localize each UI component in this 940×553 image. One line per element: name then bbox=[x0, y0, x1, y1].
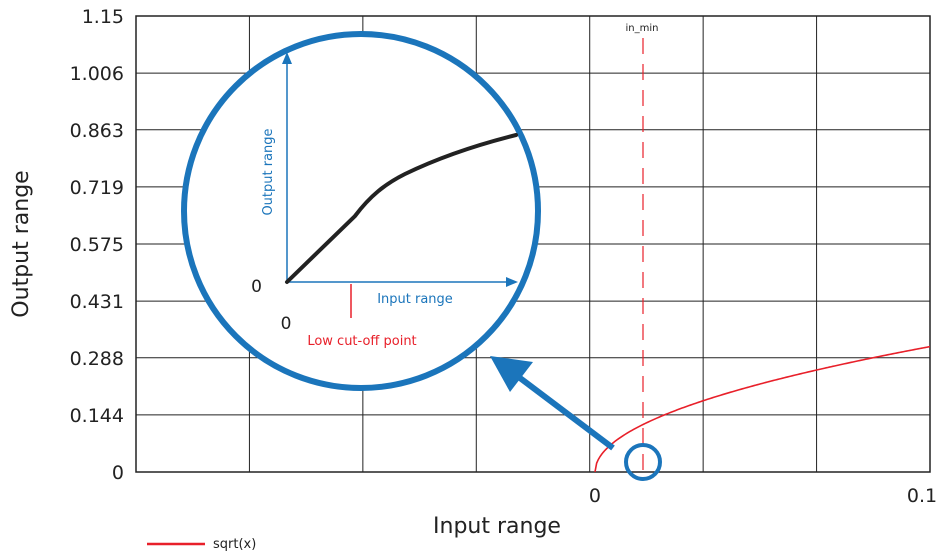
y-tick-label: 0.431 bbox=[70, 291, 124, 313]
legend: sqrt(x) bbox=[147, 537, 256, 552]
x-axis-ticks: 0 0.1 bbox=[589, 485, 937, 507]
inset-magnifier: Output range Input range 0 0 Low cut-off… bbox=[181, 31, 541, 391]
inset-x-axis-label: Input range bbox=[377, 292, 453, 307]
y-tick-label: 0.863 bbox=[70, 120, 124, 142]
inset-curve bbox=[285, 133, 518, 284]
y-tick-label: 1.006 bbox=[70, 63, 124, 85]
y-tick-label: 0.575 bbox=[70, 234, 124, 256]
inset-origin-y-label: 0 bbox=[251, 277, 262, 297]
x-axis-label: Input range bbox=[433, 514, 561, 539]
y-tick-label: 0.719 bbox=[70, 177, 124, 199]
plot-frame bbox=[135, 15, 931, 473]
inset-origin-x-label: 0 bbox=[281, 314, 292, 334]
x-tick-label: 0.1 bbox=[907, 485, 937, 507]
y-tick-label: 0 bbox=[112, 462, 124, 484]
in-min-label: in_min bbox=[626, 23, 659, 34]
y-axis-label: Output range bbox=[9, 170, 34, 317]
x-tick-label: 0 bbox=[589, 485, 601, 507]
inset-y-axis-label: Output range bbox=[261, 128, 276, 215]
y-axis-ticks: 0 0.144 0.288 0.431 0.575 0.719 0.863 1.006 1.15 bbox=[70, 6, 124, 484]
y-tick-label: 0.144 bbox=[70, 405, 124, 427]
series-sqrt-line bbox=[594, 345, 930, 472]
zoom-arrow-head bbox=[490, 356, 533, 392]
inset-cutoff-label: Low cut-off point bbox=[307, 334, 416, 349]
y-tick-label: 0.288 bbox=[70, 348, 124, 370]
inset-y-arrowhead bbox=[282, 52, 292, 64]
zoom-arrow-shaft bbox=[518, 375, 615, 451]
legend-label-sqrt: sqrt(x) bbox=[213, 537, 256, 552]
y-tick-label: 1.15 bbox=[82, 6, 124, 28]
inset-x-arrowhead bbox=[506, 277, 518, 287]
origin-highlight-circle bbox=[624, 443, 662, 481]
